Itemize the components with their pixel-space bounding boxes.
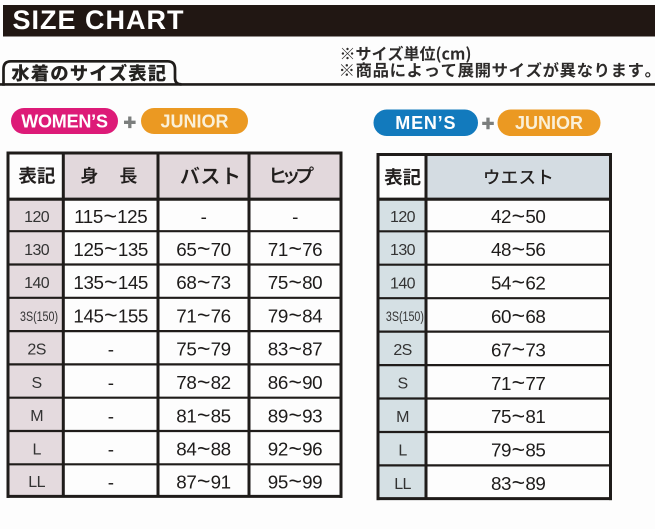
svg-text:-: -: [108, 405, 114, 426]
svg-text:54~62: 54~62: [491, 269, 545, 295]
svg-text:92~96: 92~96: [268, 435, 322, 461]
svg-text:-: -: [108, 471, 114, 492]
svg-text:130: 130: [24, 242, 50, 259]
svg-text:140: 140: [390, 275, 416, 292]
svg-text:48~56: 48~56: [491, 236, 545, 262]
svg-text:75~81: 75~81: [491, 403, 545, 429]
svg-text:-: -: [108, 439, 114, 460]
svg-text:87~91: 87~91: [176, 468, 230, 494]
svg-text:2S: 2S: [27, 342, 45, 359]
svg-text:140: 140: [24, 275, 50, 292]
svg-text:83~89: 83~89: [491, 470, 545, 496]
svg-text:120: 120: [24, 209, 50, 226]
svg-text:84~88: 84~88: [176, 435, 230, 461]
svg-text:75~80: 75~80: [268, 269, 322, 295]
svg-text:3S(150): 3S(150): [20, 309, 58, 324]
svg-text:3S(150): 3S(150): [386, 309, 424, 324]
svg-text:SIZE CHART: SIZE CHART: [13, 5, 185, 35]
svg-text:68~73: 68~73: [176, 269, 230, 295]
svg-text:145~155: 145~155: [73, 302, 148, 328]
svg-text:M: M: [396, 409, 409, 426]
svg-text:115~125: 115~125: [74, 203, 147, 229]
svg-text:67~73: 67~73: [491, 336, 545, 362]
svg-text:LL: LL: [28, 474, 45, 491]
svg-text:S: S: [397, 376, 407, 393]
svg-text:-: -: [108, 339, 114, 360]
svg-text:S: S: [32, 375, 42, 392]
svg-text:71~77: 71~77: [491, 370, 545, 396]
svg-text:71~76: 71~76: [268, 236, 322, 262]
svg-text:81~85: 81~85: [176, 402, 230, 428]
svg-text:135~145: 135~145: [73, 269, 148, 295]
svg-text:42~50: 42~50: [491, 203, 545, 229]
svg-text:79~85: 79~85: [491, 436, 545, 462]
svg-text:89~93: 89~93: [268, 402, 322, 428]
svg-text:WOMEN’S: WOMEN’S: [21, 111, 108, 131]
svg-text:75~79: 75~79: [176, 336, 230, 362]
svg-text:130: 130: [390, 242, 416, 259]
svg-text:-: -: [201, 206, 207, 227]
svg-text:60~68: 60~68: [491, 303, 545, 329]
svg-text:LL: LL: [394, 476, 411, 493]
svg-text:79~84: 79~84: [268, 302, 322, 328]
svg-text:M: M: [30, 408, 43, 425]
svg-text:83~87: 83~87: [268, 336, 322, 362]
svg-text:95~99: 95~99: [268, 468, 322, 494]
svg-text:65~70: 65~70: [176, 236, 230, 262]
svg-text:JUNIOR: JUNIOR: [160, 111, 228, 131]
svg-text:MEN’S: MEN’S: [395, 113, 456, 133]
svg-text:125~135: 125~135: [73, 236, 148, 262]
svg-text:71~76: 71~76: [176, 302, 230, 328]
svg-text:L: L: [398, 443, 407, 460]
svg-text:-: -: [108, 372, 114, 393]
svg-text:120: 120: [390, 209, 416, 226]
svg-text:2S: 2S: [393, 342, 411, 359]
svg-text:-: -: [292, 206, 298, 227]
svg-text:86~90: 86~90: [268, 369, 322, 395]
svg-text:JUNIOR: JUNIOR: [515, 113, 583, 133]
svg-text:L: L: [32, 442, 41, 459]
svg-text:78~82: 78~82: [176, 369, 230, 395]
